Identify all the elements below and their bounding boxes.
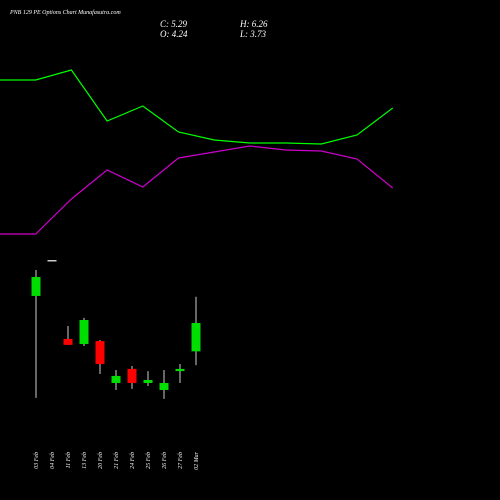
candle-body — [143, 380, 153, 383]
summary-label: L: 3.73 — [239, 29, 267, 39]
x-tick-label: 27 Feb — [178, 452, 184, 469]
x-tick-label: 04 Feb — [49, 452, 56, 469]
indicator-line — [0, 145, 394, 235]
x-tick-label: 24 Feb — [129, 452, 136, 469]
x-tick-label: 02 Mar — [194, 451, 200, 469]
candle-body — [111, 375, 121, 383]
x-tick-label: 13 Feb — [82, 452, 88, 469]
summary-label: O: 4.24 — [160, 29, 188, 39]
candle-body — [79, 320, 89, 345]
x-tick-label: 11 Feb — [66, 452, 72, 468]
candle-body — [47, 260, 57, 262]
chart-title: PNB 129 PE Options Chart Munafasutra.com — [9, 9, 121, 16]
summary-label: H: 6.26 — [239, 19, 268, 29]
candle-body — [191, 322, 201, 352]
x-tick-label: 21 Feb — [114, 452, 120, 469]
candle-body — [63, 338, 73, 345]
x-tick-label: 03 Feb — [34, 452, 40, 469]
candle-body — [175, 368, 185, 372]
x-tick-label: 26 Feb — [162, 452, 168, 469]
summary-label: C: 5.29 — [160, 19, 188, 29]
x-tick-label: 25 Feb — [146, 452, 152, 469]
x-tick-label: 20 Feb — [98, 452, 104, 469]
candle-body — [31, 277, 41, 296]
candle-body — [95, 341, 105, 365]
candle-body — [127, 368, 137, 383]
candle-body — [159, 382, 169, 390]
indicator-line — [0, 69, 394, 145]
